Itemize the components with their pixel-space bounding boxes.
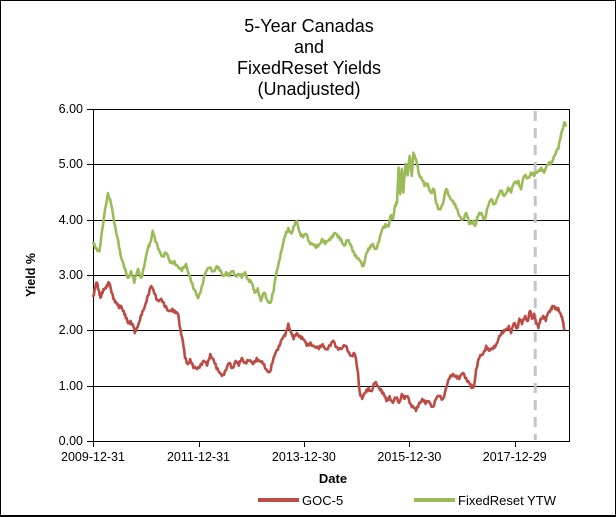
legend-item-fixedreset-ytw: FixedReset YTW bbox=[414, 492, 556, 508]
legend-label-goc5: GOC-5 bbox=[302, 492, 344, 508]
x-tick-label: 2015-12-30 bbox=[377, 450, 442, 464]
legend-label-fixedreset-ytw: FixedReset YTW bbox=[458, 492, 557, 508]
chart-title-line-2: and bbox=[293, 37, 325, 57]
x-tick-label: 2017-12-29 bbox=[482, 450, 547, 464]
plot-border bbox=[93, 109, 570, 442]
y-tick-label: 3.00 bbox=[58, 268, 83, 282]
y-tick-label: 2.00 bbox=[58, 323, 83, 338]
chart-title-line-4: (Unadjusted) bbox=[257, 79, 361, 99]
x-tick-label: 2013-12-30 bbox=[271, 450, 336, 464]
chart-title: 5-Year Canadas and FixedReset Yields (Un… bbox=[1, 16, 615, 100]
legend-item-goc5: GOC-5 bbox=[258, 492, 343, 508]
y-tick-label: 1.00 bbox=[58, 378, 83, 393]
chart-title-line-1: 5-Year Canadas bbox=[244, 16, 374, 36]
y-tick-label: 0.00 bbox=[58, 434, 83, 448]
chart-title-line-3: FixedReset Yields bbox=[236, 58, 382, 78]
series-line-goc-5 bbox=[91, 280, 566, 413]
y-tick-label: 4.00 bbox=[58, 212, 83, 227]
legend-swatch-fixedreset-ytw bbox=[414, 498, 455, 502]
y-axis-title: Yield % bbox=[24, 253, 38, 297]
x-tick-label: 2011-12-31 bbox=[166, 450, 230, 464]
x-axis-title: Date bbox=[318, 471, 348, 486]
x-tick-label: 2009-12-31 bbox=[61, 450, 125, 464]
legend-swatch-goc5 bbox=[258, 498, 299, 502]
y-tick-label: 6.00 bbox=[58, 102, 83, 116]
y-tick-label: 5.00 bbox=[58, 157, 83, 172]
series-line-fixedreset-ytw bbox=[91, 121, 568, 305]
